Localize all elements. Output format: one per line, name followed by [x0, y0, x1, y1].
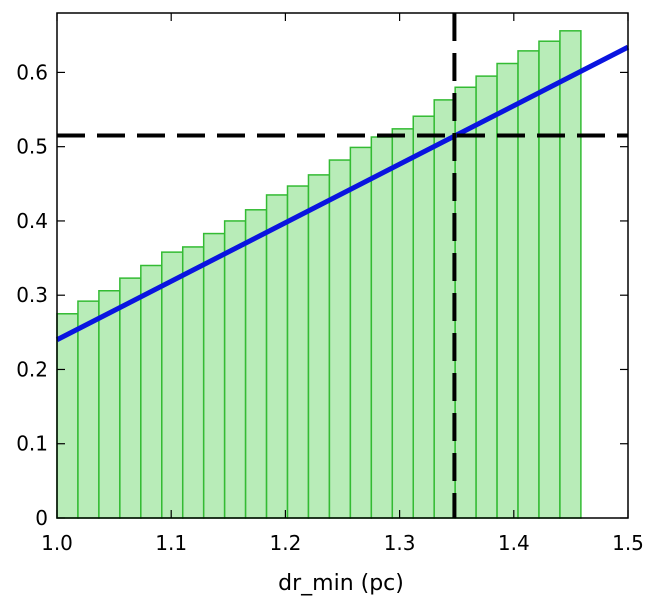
histogram-bar [517, 50, 540, 519]
histogram-bar [77, 300, 100, 519]
histogram-bar [181, 246, 205, 519]
y-tick-label: 0.4 [16, 209, 48, 233]
histogram-bar [496, 62, 519, 519]
histogram-bar [538, 40, 561, 519]
histogram-bar [328, 159, 352, 519]
fit-line [55, 44, 630, 342]
histogram-bar [286, 185, 310, 519]
histogram-bar [202, 232, 226, 519]
histogram-bar [265, 194, 289, 519]
histogram-bar [98, 290, 121, 519]
x-tick-label: 1.4 [498, 531, 530, 555]
x-tick-label: 1.0 [41, 531, 73, 555]
x-tick-label: 1.3 [384, 531, 416, 555]
histogram-bar [140, 264, 163, 519]
histogram-bar [349, 146, 373, 519]
y-tick-label: 0.2 [16, 357, 48, 381]
y-tick-label: 0.3 [16, 283, 48, 307]
histogram-bars [56, 30, 582, 519]
histogram-bar [119, 277, 142, 519]
histogram-bar [307, 174, 331, 519]
histogram-bar [223, 220, 247, 519]
y-tick-label: 0 [35, 506, 48, 530]
plot-frame-border [56, 12, 629, 519]
histogram-bar [433, 99, 456, 519]
histogram-bar [391, 128, 414, 519]
plot-frame [56, 12, 629, 519]
histogram-bar [56, 313, 79, 519]
y-tick-label: 0.1 [16, 432, 48, 456]
y-tick-label: 0.6 [16, 60, 48, 84]
histogram-bar [244, 209, 268, 519]
x-tick-label: 1.5 [612, 531, 644, 555]
x-tick-label: 1.1 [155, 531, 187, 555]
histogram-bar [412, 115, 435, 519]
histogram-bar [370, 136, 394, 519]
histogram-bar [161, 251, 184, 519]
reference-lines [57, 13, 628, 518]
histogram-bar [559, 30, 582, 519]
histogram-bar [475, 75, 498, 519]
y-tick-label: 0.5 [16, 135, 48, 159]
axis-ticks: 1.0 1.1 1.2 1.3 1.4 1.5 0 0.1 0.2 0.3 0.4 0.5 0.6 [16, 13, 644, 555]
x-axis-title: dr_min (pc) [278, 571, 404, 596]
fit-line-group [55, 44, 630, 342]
histogram-bar [454, 86, 477, 519]
x-tick-label: 1.2 [269, 531, 301, 555]
